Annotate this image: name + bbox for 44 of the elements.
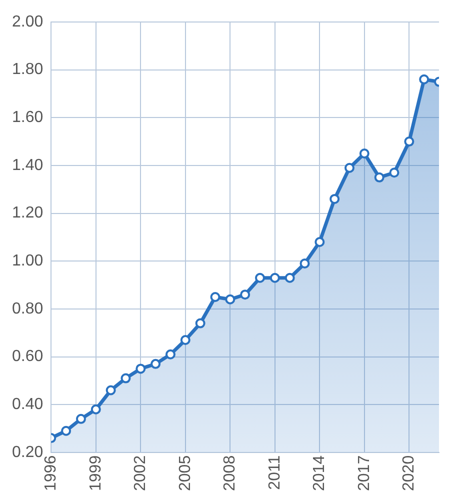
point [389,168,400,178]
x-tick-label: 2005 [176,455,194,491]
point [61,426,72,436]
point [76,414,86,424]
point [195,318,206,328]
point [136,364,146,374]
point [404,136,414,147]
point [180,335,190,346]
point [120,373,131,384]
y-tick-label: 1.60 [12,109,44,126]
y-tick-label: 0.40 [12,396,44,413]
y-tick-label: 0.80 [12,300,44,318]
x-tick-label: 2020 [400,455,418,491]
point [374,172,384,182]
y-tick-label: 2.00 [12,13,44,30]
point [240,290,250,300]
point [330,194,340,204]
point [90,404,101,414]
x-tick-label: 2011 [266,455,284,490]
point [106,385,116,396]
point [300,258,310,269]
y-tick-label: 0.20 [12,444,44,461]
y-tick-label: 1.20 [12,204,44,222]
x-tick-label: 1996 [42,455,60,491]
point [254,272,265,283]
point [284,272,295,283]
x-tick-label: 2002 [132,455,150,491]
x-tick-label: 2014 [311,455,328,491]
y-tick-label: 1.40 [12,156,44,174]
x-tick-label: 1999 [87,455,104,491]
point [210,292,220,302]
x-tick-label: 2008 [222,455,239,491]
x-tick-label: 2017 [356,455,373,491]
y-tick-label: 1.00 [12,252,44,270]
point [359,148,370,159]
point [165,349,176,360]
point [419,74,430,84]
point [344,162,354,173]
y-tick-label: 1.80 [12,61,44,78]
point [314,236,325,247]
point [150,358,161,369]
y-tick-label: 0.60 [12,348,44,366]
point [270,272,280,283]
point [225,294,236,304]
